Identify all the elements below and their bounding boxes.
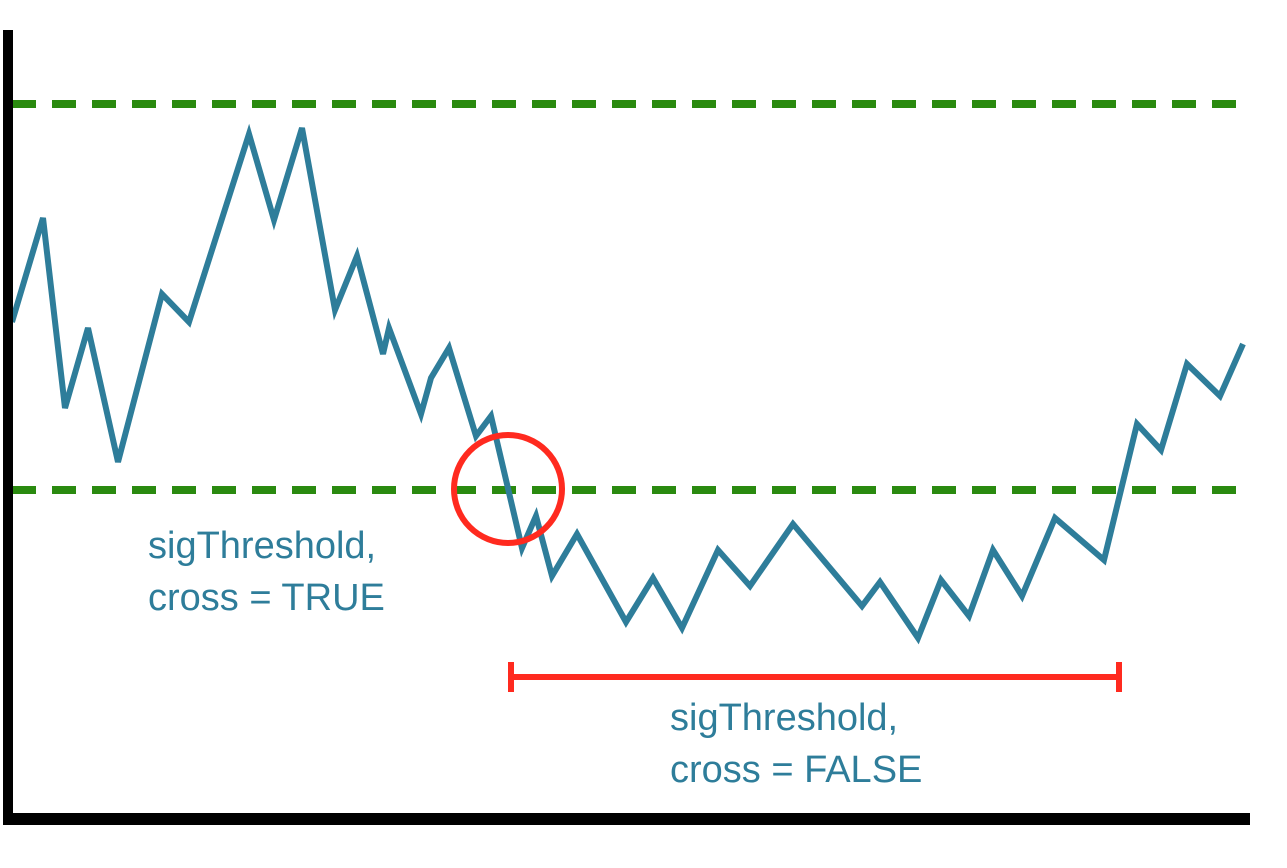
cross-true-annotation: sigThreshold, cross = TRUE: [148, 520, 385, 624]
cross-false-annotation: sigThreshold, cross = FALSE: [670, 692, 922, 796]
false-range-bracket: [508, 662, 1122, 692]
cross-true-line2: cross = TRUE: [148, 577, 385, 619]
signal-line: [9, 123, 1246, 645]
cross-true-line1: sigThreshold,: [148, 525, 377, 567]
cross-false-line2: cross = FALSE: [670, 749, 923, 791]
crossing-highlight-circle: [451, 432, 565, 546]
axes: [3, 30, 1250, 825]
threshold-lines: [12, 100, 1248, 494]
cross-false-line1: sigThreshold,: [670, 697, 899, 739]
